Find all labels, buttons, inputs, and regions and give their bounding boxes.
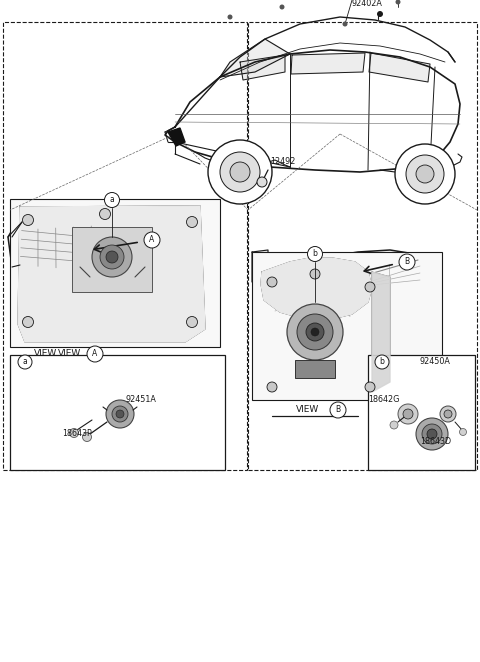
Polygon shape [264,250,432,318]
Text: a: a [109,195,114,205]
Text: 12492: 12492 [270,158,295,167]
Polygon shape [8,217,118,274]
Circle shape [330,402,346,418]
Circle shape [440,406,456,422]
Text: 18643P: 18643P [62,430,92,438]
Text: 92450A: 92450A [420,357,451,367]
Circle shape [112,406,128,422]
Circle shape [92,237,132,277]
Text: 92451A: 92451A [125,395,156,404]
Text: b: b [380,357,384,367]
Circle shape [99,209,110,220]
Text: 18643D: 18643D [420,438,451,446]
Circle shape [267,277,277,287]
Circle shape [257,177,267,187]
Circle shape [287,304,343,360]
Circle shape [100,245,124,269]
Circle shape [406,155,444,193]
Bar [295,360,335,378]
Text: A: A [149,236,155,244]
Circle shape [143,240,157,254]
Text: b: b [312,250,317,258]
Circle shape [308,246,323,261]
Circle shape [267,382,277,392]
Circle shape [70,428,79,438]
Circle shape [422,424,442,444]
Circle shape [416,165,434,183]
Text: VIEW: VIEW [58,350,81,359]
Circle shape [416,418,448,450]
Circle shape [105,193,120,207]
Circle shape [403,409,413,419]
Circle shape [208,140,272,204]
Circle shape [18,355,32,369]
Circle shape [220,152,260,192]
Circle shape [365,282,375,292]
Circle shape [23,214,34,226]
Bar [248,22,477,470]
Circle shape [427,429,437,439]
Circle shape [187,216,197,228]
Polygon shape [291,53,365,74]
Polygon shape [372,272,390,392]
Text: a: a [23,357,27,367]
Circle shape [147,244,153,250]
Circle shape [343,21,348,26]
Polygon shape [369,53,430,82]
Circle shape [23,316,34,328]
Circle shape [390,421,398,429]
Text: 18642G: 18642G [368,395,399,404]
Text: B: B [336,406,341,414]
Bar [368,355,475,470]
Circle shape [306,323,324,341]
Circle shape [399,254,415,270]
Circle shape [116,410,124,418]
Bar [3,22,247,470]
Polygon shape [20,222,114,272]
Circle shape [310,269,320,279]
Polygon shape [168,128,185,146]
Circle shape [228,15,232,19]
Circle shape [396,0,400,5]
Circle shape [87,346,103,362]
Circle shape [144,232,160,248]
Circle shape [395,144,455,204]
Polygon shape [240,55,285,80]
Circle shape [444,410,452,418]
Text: VIEW: VIEW [296,406,319,414]
Circle shape [106,251,118,263]
Bar [10,355,225,470]
Circle shape [297,314,333,350]
Polygon shape [252,250,300,302]
Circle shape [187,316,197,328]
Circle shape [375,355,389,369]
Circle shape [106,400,134,428]
Text: 92402A: 92402A [352,0,383,9]
Text: A: A [92,350,97,359]
Bar [72,227,152,292]
Circle shape [377,11,383,17]
Circle shape [365,382,375,392]
Circle shape [459,428,467,436]
Text: VIEW: VIEW [34,350,57,359]
Bar [10,199,220,347]
Polygon shape [220,39,290,77]
Circle shape [230,162,250,182]
Bar [252,252,442,400]
Circle shape [311,328,319,336]
Circle shape [279,5,285,9]
Circle shape [398,404,418,424]
Text: B: B [405,258,409,267]
Polygon shape [261,258,372,320]
Polygon shape [18,206,205,342]
Circle shape [83,432,92,442]
Circle shape [260,179,264,185]
